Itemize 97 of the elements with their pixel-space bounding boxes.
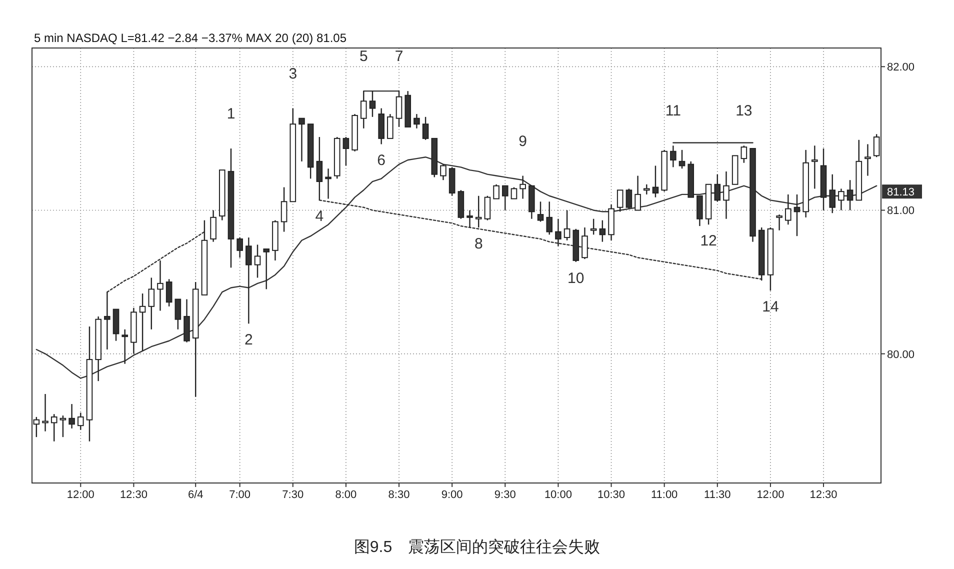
candlestick [590,218,597,236]
caption: 图9.5 震荡区间的突破往往会失败 [354,538,600,556]
y-tick-label: 81.00 [887,205,915,218]
chart-title: 5 min NASDAQ L=81.42 −2.84 −3.37% MAX 20 (20) 81.05 [34,31,347,45]
candlestick [440,164,446,181]
candlestick [696,195,703,227]
candlestick [493,184,500,200]
candlestick [157,260,164,312]
candlestick [387,113,394,140]
text: 4 [315,208,324,226]
candlestick [678,149,686,170]
candlestick [616,190,624,212]
candlestick [670,145,676,168]
text: 9 [518,132,527,150]
candlestick [298,118,305,162]
x-tick-label: 7:30 [282,489,304,501]
candlestick [263,248,270,290]
candlestick [502,185,508,211]
text: 3 [288,65,298,82]
x-tick-label: 6/4 [188,489,204,501]
candlestick [210,210,216,242]
candlestick [829,174,836,214]
candlestick [794,194,800,237]
candlestick [42,393,48,432]
candlestick [414,113,420,129]
candlestick [838,188,844,211]
candlestick [873,134,880,158]
x-tick-label: 12:30 [810,489,838,501]
text: 11 [665,102,681,120]
x-tick-label: 7:00 [229,489,251,501]
x-tick-label: 12:00 [756,489,784,501]
text: 2 [244,332,253,349]
x-tick-label: 10:00 [544,489,572,501]
x-tick-label: 11:30 [704,489,731,501]
text: 8 [474,235,483,252]
candlestick [60,414,66,438]
candlestick [236,236,243,258]
candlestick [776,214,782,231]
candlestick [246,236,252,324]
candlestick [342,136,350,166]
candlestick [148,277,155,330]
candlestick [723,170,730,220]
text: 14 [762,298,779,316]
candlestick [254,244,261,278]
x-tick-label: 11:00 [650,489,678,501]
candlestick [325,168,332,200]
annotation: 81.13 [887,186,915,199]
y-tick-label: 82.00 [887,62,915,74]
x-tick-label: 10:30 [598,489,626,501]
text: 12 [700,232,717,250]
candlestick [740,145,748,164]
x-tick-label: 12:30 [120,489,148,501]
text: 1 [226,105,236,122]
candlestick [599,220,606,242]
candlestick [582,226,588,260]
candlestick [520,175,526,200]
candlestick [784,194,792,226]
candlestick [864,144,871,176]
candlestick [546,201,553,236]
candlestick [68,403,75,430]
candlestick [714,174,721,202]
text: 13 [736,102,752,120]
x-tick-label: 9:00 [441,489,463,501]
text: 7 [394,48,404,66]
candlestick [812,145,818,190]
candlestick [537,201,544,222]
text: 6 [377,152,386,170]
candlestick [122,328,128,364]
candlestick [510,186,518,200]
line-series [106,231,206,293]
candlestick [626,188,632,210]
candlestick [174,298,182,330]
candlestick [634,175,641,211]
candlestick [564,210,570,241]
candlestick [396,90,402,128]
candlestick [652,165,659,198]
candlestick [475,195,482,228]
x-tick-label: 9:30 [494,489,516,501]
x-tick-label: 8:00 [335,489,357,501]
candlestick [422,116,429,140]
candlestick [555,218,562,247]
candlestick [846,179,854,211]
text: 10 [568,270,584,287]
candlestick [643,184,650,196]
x-tick-label: 8:30 [388,489,410,501]
text: 5 [359,48,368,66]
candlestick [139,292,146,352]
candlestick [77,412,84,430]
candlestick [466,210,473,228]
x-tick-label: 12:00 [66,489,94,501]
candlestick [484,195,491,221]
candlestick [360,90,367,129]
candlestick [33,416,40,438]
candlestick [280,186,288,232]
candlestick [166,278,172,308]
candlestick [50,413,58,442]
y-tick-label: 80.00 [887,348,915,361]
